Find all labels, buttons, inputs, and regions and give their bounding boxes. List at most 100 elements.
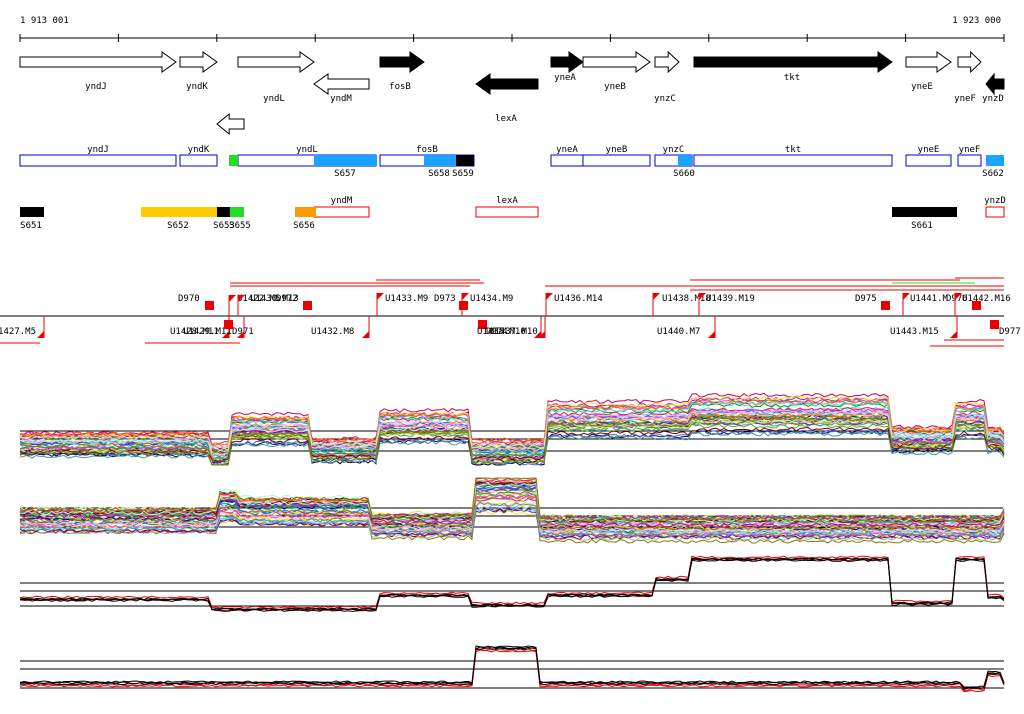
expression-series — [19, 494, 1005, 534]
expression-series — [19, 400, 1005, 449]
feature-marker-D975 — [881, 301, 890, 310]
expression-series — [19, 504, 1005, 542]
expression-series — [19, 418, 1005, 452]
feature-label-D977: D977 — [999, 327, 1021, 337]
gene-arrow-track: yndJ yndK yndL yndM fosB lexA yneA yneB ynzC tkt y… — [19, 50, 1005, 136]
feature-flag-U1435.M10 — [534, 331, 541, 338]
plus-strand-track: yndJ yndK yndL fosB yneA yneB ynzC tkt yneE yneF S… — [19, 145, 1004, 179]
expression-panel-1 — [19, 392, 1005, 466]
gene-arrow-yndL — [237, 51, 315, 73]
minus-segment-S651 — [20, 207, 44, 217]
minus-segment-S656 — [295, 207, 316, 217]
feature-label-U1437.M10: U1437.M10 — [489, 327, 538, 337]
expression-series — [19, 416, 1005, 460]
expression-series — [19, 490, 1005, 534]
gene-label-yneF: yneF — [954, 94, 976, 104]
minus-segment-label-S653: S653 — [213, 221, 235, 231]
plus-box-label-yneE: yneE — [918, 145, 940, 155]
expression-series — [19, 558, 1005, 612]
plus-segment-label-S660: S660 — [673, 169, 695, 179]
gene-label-yneA: yneA — [554, 73, 576, 83]
plus-box-yneE — [905, 154, 952, 167]
gene-label-yneB: yneB — [604, 82, 626, 92]
feature-flag-U1429.M11 — [237, 331, 244, 338]
feature-label-D976: D976 — [946, 294, 968, 304]
plus-segment-S660 — [678, 155, 692, 166]
gene-label-ynzD: ynzD — [982, 94, 1004, 104]
expression-series — [19, 491, 1005, 531]
feature-label-U1428.M11: U1428.M11 — [170, 327, 219, 337]
start-coordinate-label: 1 913 001 — [20, 16, 69, 26]
plus-segment-S657 — [314, 155, 377, 166]
plus-box-yneA — [550, 154, 584, 167]
minus-segment-label-S651: S651 — [20, 221, 42, 231]
plus-box-label-yneF: yneF — [959, 145, 981, 155]
plus-box-tkt — [693, 154, 893, 167]
plus-box-label-yneA: yneA — [556, 145, 578, 155]
gene-arrow-lexA — [475, 73, 539, 95]
feature-flag-U1437.M10 — [538, 331, 545, 338]
expression-panel-4 — [19, 645, 1005, 693]
gene-arrow-yneB — [582, 51, 651, 73]
coordinate-ruler: 1 913 001 1 923 000 — [19, 16, 1005, 42]
minus-segment-S653 — [217, 207, 230, 217]
feature-label-U1442.M16: U1442.M16 — [962, 294, 1011, 304]
expression-panels — [19, 392, 1005, 693]
plus-segment-label-S658: S658 — [428, 169, 450, 179]
minus-segment-label-S655: S655 — [229, 221, 251, 231]
gene-arrow-fosB — [379, 51, 425, 73]
gene-label-lexA: lexA — [495, 114, 517, 124]
expression-series — [19, 508, 1005, 539]
minus-segment-label-S656: S656 — [293, 221, 315, 231]
end-coordinate-label: 1 923 000 — [952, 16, 1001, 26]
plus-box-label-yndK: yndK — [188, 145, 210, 155]
feature-flag-U1439.M19 — [699, 293, 706, 300]
gene-label-yndJ: yndJ — [85, 82, 107, 92]
plus-segment-label-S659: S659 — [452, 169, 474, 179]
plus-segment-S658 — [424, 155, 456, 166]
feature-label-U1430.M13: U1430.M13 — [250, 294, 299, 304]
expression-series — [19, 645, 1005, 689]
expression-series — [19, 558, 1005, 612]
feature-label-U1443.M15: U1443.M15 — [890, 327, 939, 337]
feature-flag-U1438.M18 — [653, 293, 660, 300]
feature-flag-U1434.M9 — [462, 293, 469, 300]
expression-series — [19, 395, 1005, 455]
plus-box-label-yndJ: yndJ — [87, 145, 109, 155]
gene-arrow-yneF — [957, 50, 982, 74]
expression-series — [19, 477, 1005, 522]
feature-label-U1433.M9: U1433.M9 — [385, 294, 428, 304]
minus-segment-label-S652: S652 — [167, 221, 189, 231]
feature-flag-U1440.M7 — [708, 331, 715, 338]
feature-flag-U1427.M5 — [37, 331, 44, 338]
plus-segment-unnamed — [229, 155, 238, 166]
plus-box-label-yndL: yndL — [296, 145, 318, 155]
gene-label-yndK: yndK — [186, 82, 208, 92]
feature-label-U1432.M8: U1432.M8 — [311, 327, 354, 337]
feature-label-D972: D972 — [276, 294, 298, 304]
feature-label-U1422.M5: U1422.M5 — [237, 294, 280, 304]
gene-arrow-ynzC — [654, 50, 680, 74]
feature-flag-U1430.M13 — [238, 295, 245, 302]
feature-marker-D973 — [459, 301, 468, 310]
plus-segment-label-S662: S662 — [982, 169, 1004, 179]
feature-flag-U1441.M — [903, 293, 910, 300]
feature-label-D975: D975 — [855, 294, 877, 304]
expression-series — [19, 501, 1005, 538]
expression-series — [19, 409, 1005, 448]
gene-label-yndM: yndM — [330, 94, 352, 104]
feature-flag-U1433.M9 — [377, 293, 384, 300]
expression-panel-3 — [19, 555, 1005, 612]
expression-series — [19, 510, 1005, 539]
expression-series — [19, 480, 1005, 523]
feature-label-U1440.M7: U1440.M7 — [657, 327, 700, 337]
gene-arrow-yndK — [179, 51, 218, 73]
gene-label-yndL: yndL — [263, 94, 285, 104]
feature-label-U1441.M: U1441.M — [910, 294, 949, 304]
gene-arrow-unnamed — [216, 112, 245, 136]
feature-label-D970: D970 — [178, 294, 200, 304]
minus-box-lexA — [475, 206, 539, 218]
plus-box-label-fosB: fosB — [416, 145, 438, 155]
